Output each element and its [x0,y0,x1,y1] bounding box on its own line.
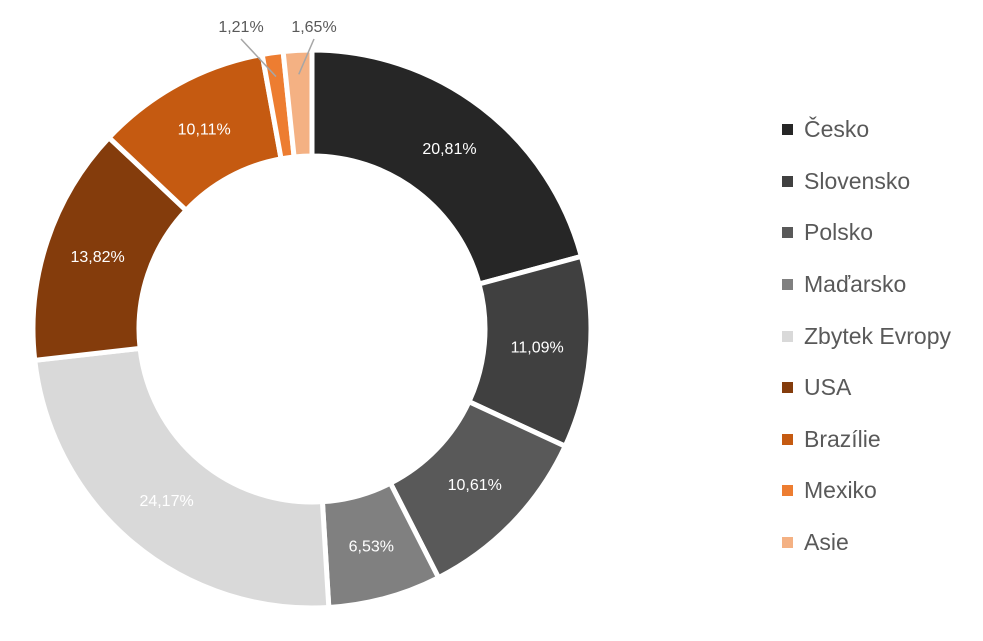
donut-slices [30,47,594,611]
legend: Česko Slovensko Polsko Maďarsko Zbytek Evrop… [782,104,951,568]
legend-swatch [782,175,793,187]
legend-swatch [782,330,793,342]
legend-swatch [782,382,793,394]
leader-line-asie [298,38,315,75]
legend-label: Polsko [804,219,874,246]
data-label-usa: 13,82% [70,249,124,266]
legend-item-slovensko: Slovensko [782,156,951,208]
legend-item-asie: Asie [782,517,951,569]
legend-item-zbytek-evropy: Zbytek Evropy [782,310,951,362]
legend-label: USA [804,374,852,401]
legend-item-brazilie: Brazílie [782,414,951,466]
data-label-madarsko: 6,53% [349,538,394,555]
slice-zbytek-evropy [31,345,332,611]
data-label-slovensko: 11,09% [511,339,564,356]
data-label-asie: 1,65% [291,19,336,36]
data-label-polsko: 10,61% [448,477,502,494]
legend-item-mexiko: Mexiko [782,465,951,517]
data-labels: 20,81% 11,09% 10,61% 6,53% 24,17% 13,82% 10,11… [70,19,563,555]
legend-item-polsko: Polsko [782,207,951,259]
data-label-zbytek-evropy: 24,17% [139,493,193,510]
legend-label: Slovensko [804,167,911,194]
leader-lines [240,38,315,78]
slice-cesko [309,47,585,288]
leader-line-mexiko [240,38,277,78]
legend-item-madarsko: Maďarsko [782,259,951,311]
data-label-brazilie: 10,11% [178,122,231,139]
legend-label: Mexiko [804,477,877,504]
legend-label: Česko [804,116,870,143]
legend-swatch [782,433,793,445]
legend-swatch [782,485,793,497]
data-label-cesko: 20,81% [422,141,476,158]
legend-label: Zbytek Evropy [804,322,951,349]
legend-swatch [782,537,793,549]
legend-swatch [782,227,793,239]
legend-label: Brazílie [804,425,881,452]
legend-label: Asie [804,529,849,556]
slice-asie [280,47,315,160]
data-label-mexiko: 1,21% [218,19,263,36]
legend-swatch [782,279,793,291]
legend-item-usa: USA [782,362,951,414]
legend-swatch [782,124,793,136]
legend-label: Maďarsko [804,271,907,298]
legend-item-cesko: Česko [782,104,951,156]
